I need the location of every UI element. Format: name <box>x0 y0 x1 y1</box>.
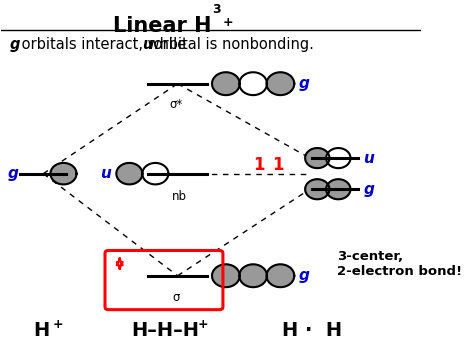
Text: g: g <box>299 76 310 91</box>
Text: g: g <box>364 182 374 197</box>
Text: u: u <box>100 166 111 181</box>
Text: +: + <box>197 318 208 331</box>
Text: g: g <box>8 166 18 181</box>
Polygon shape <box>212 264 240 287</box>
Text: 3: 3 <box>212 3 220 16</box>
Polygon shape <box>266 264 294 287</box>
Text: orbitals interact, while: orbitals interact, while <box>18 37 191 52</box>
Text: u: u <box>364 151 374 165</box>
Text: +: + <box>222 16 233 29</box>
Text: σ: σ <box>173 291 180 304</box>
Polygon shape <box>116 163 142 184</box>
Text: orbital is nonbonding.: orbital is nonbonding. <box>149 37 314 52</box>
Polygon shape <box>51 163 76 184</box>
Polygon shape <box>266 72 294 95</box>
Text: H ·  H: H · H <box>282 321 342 340</box>
Text: Linear H: Linear H <box>113 16 211 36</box>
Polygon shape <box>326 179 350 199</box>
Text: u: u <box>142 37 152 52</box>
Text: +: + <box>53 318 64 331</box>
Polygon shape <box>305 179 329 199</box>
Polygon shape <box>142 163 168 184</box>
Text: 1: 1 <box>272 156 283 174</box>
Polygon shape <box>212 72 240 95</box>
Text: nb: nb <box>172 190 187 203</box>
Polygon shape <box>305 148 329 168</box>
Text: 1: 1 <box>254 156 265 174</box>
Text: H: H <box>33 321 49 340</box>
Polygon shape <box>239 264 267 287</box>
Text: 3-center,
2-electron bond!: 3-center, 2-electron bond! <box>337 250 462 278</box>
Text: σ*: σ* <box>170 98 183 110</box>
Text: g: g <box>299 268 310 283</box>
Polygon shape <box>326 148 350 168</box>
Polygon shape <box>239 72 267 95</box>
Text: H–H–H: H–H–H <box>131 321 199 340</box>
Text: g: g <box>10 37 20 52</box>
